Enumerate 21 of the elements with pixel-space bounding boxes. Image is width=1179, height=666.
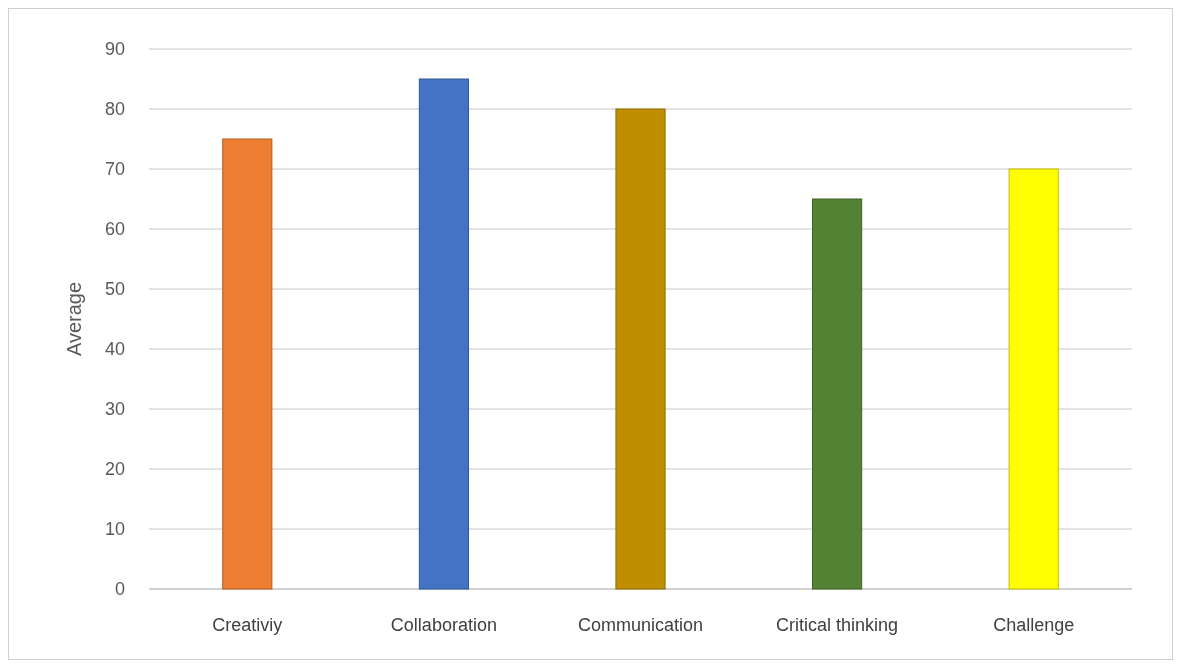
y-axis-title: Average bbox=[63, 281, 85, 357]
y-tick-label: 20 bbox=[104, 459, 125, 480]
x-tick-label: Creativiy bbox=[212, 615, 283, 635]
y-tick-label: 90 bbox=[104, 39, 125, 60]
y-tick-label: 80 bbox=[104, 99, 125, 120]
y-tick-label: 40 bbox=[104, 339, 125, 360]
x-tick-label: Communication bbox=[577, 615, 704, 635]
y-tick-label: 0 bbox=[114, 579, 125, 600]
x-tick-label: Critical thinking bbox=[776, 615, 899, 635]
x-tick-label: Challenge bbox=[993, 615, 1075, 635]
y-tick-label: 30 bbox=[104, 399, 125, 420]
y-tick-label: 10 bbox=[104, 519, 125, 540]
y-tick-label: 50 bbox=[104, 279, 125, 300]
bar bbox=[615, 108, 666, 590]
y-tick-label: 60 bbox=[104, 219, 125, 240]
bar bbox=[222, 138, 273, 590]
bar bbox=[418, 78, 469, 590]
x-tick-label: Collaboration bbox=[390, 615, 497, 635]
bar bbox=[1008, 168, 1059, 590]
bar bbox=[812, 198, 863, 590]
y-tick-label: 70 bbox=[104, 159, 125, 180]
